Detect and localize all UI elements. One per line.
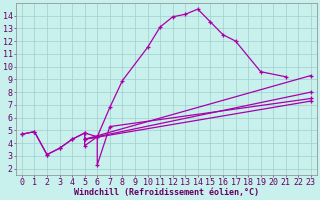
X-axis label: Windchill (Refroidissement éolien,°C): Windchill (Refroidissement éolien,°C)	[74, 188, 259, 197]
